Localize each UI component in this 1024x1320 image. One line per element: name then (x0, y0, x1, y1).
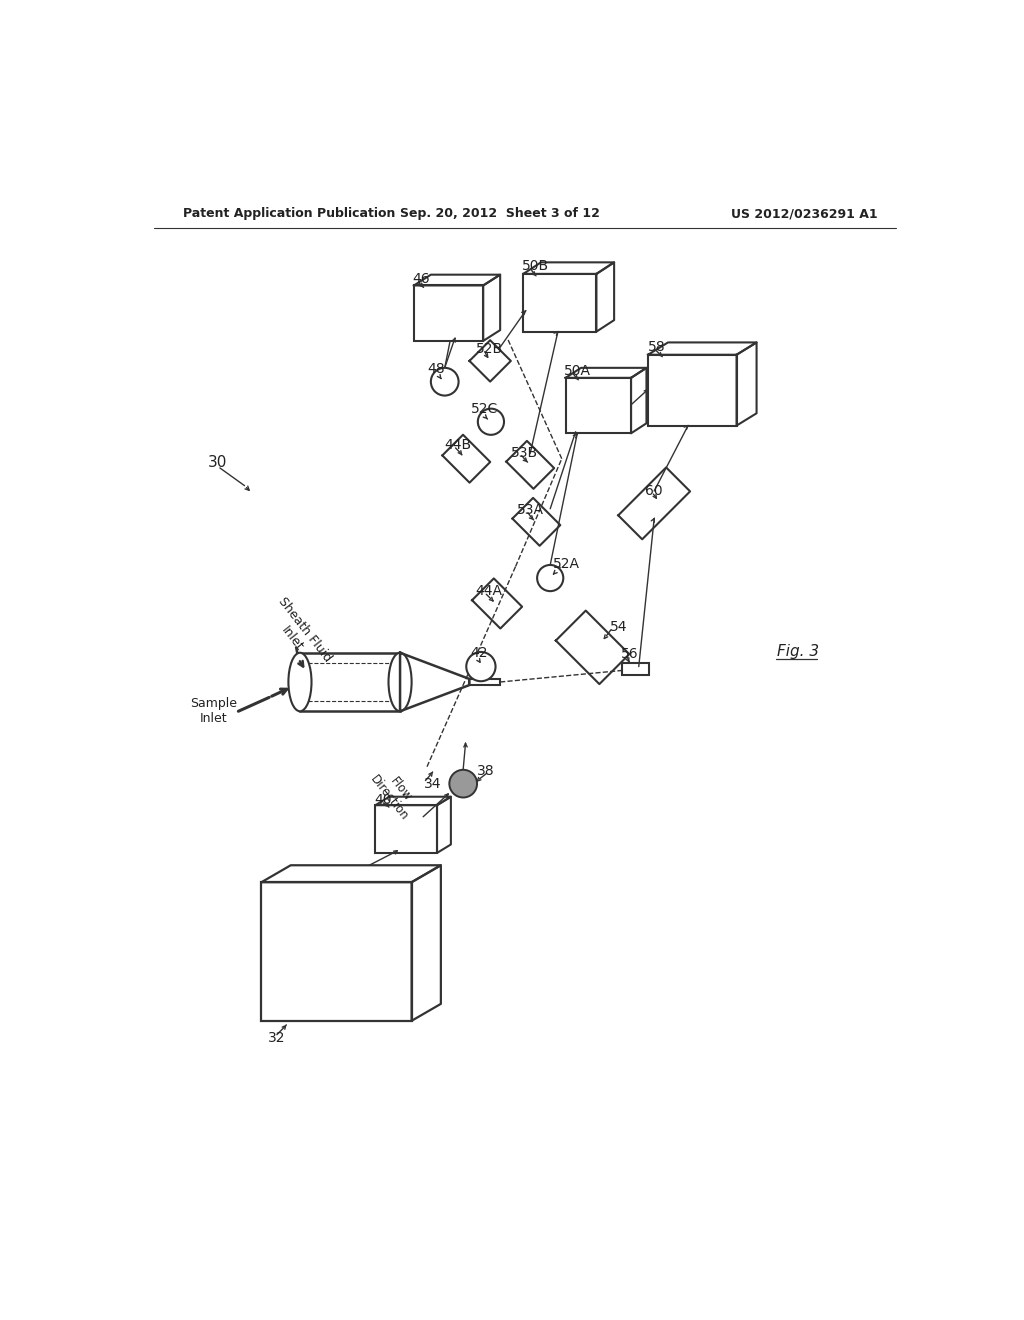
Circle shape (478, 409, 504, 434)
Bar (414, 285, 483, 341)
Text: 53B: 53B (511, 446, 538, 459)
Text: 38: 38 (477, 763, 495, 777)
Text: 52C: 52C (471, 403, 498, 416)
Bar (523, 275, 596, 331)
Text: 34: 34 (424, 777, 441, 792)
Text: 48: 48 (428, 362, 445, 376)
Polygon shape (506, 441, 554, 488)
Text: 42: 42 (470, 645, 487, 660)
Circle shape (466, 652, 496, 681)
Bar (648, 355, 736, 425)
Text: 44A: 44A (475, 585, 503, 598)
Text: 50B: 50B (521, 259, 549, 273)
Text: Sample
Inlet: Sample Inlet (190, 697, 238, 725)
Polygon shape (472, 578, 522, 628)
Circle shape (450, 770, 477, 797)
Text: 46: 46 (413, 272, 430, 286)
Bar (300, 653, 400, 711)
Text: 52A: 52A (553, 557, 580, 572)
Bar (622, 663, 649, 675)
Text: Fig. 3: Fig. 3 (777, 644, 819, 659)
Bar (261, 882, 412, 1020)
Ellipse shape (388, 653, 412, 711)
Polygon shape (618, 467, 690, 540)
Text: Sheath Fluid
Inlet: Sheath Fluid Inlet (263, 595, 334, 673)
Ellipse shape (289, 653, 311, 711)
Bar (565, 378, 631, 433)
Text: 30: 30 (208, 455, 227, 470)
Polygon shape (442, 434, 490, 483)
Bar (376, 805, 437, 853)
Text: US 2012/0236291 A1: US 2012/0236291 A1 (731, 207, 878, 220)
Text: 58: 58 (648, 341, 666, 354)
Text: Flow
Direction: Flow Direction (368, 764, 422, 824)
Text: 40: 40 (374, 793, 391, 807)
Circle shape (431, 368, 459, 396)
Circle shape (538, 565, 563, 591)
Text: 53A: 53A (517, 503, 544, 516)
Text: 52B: 52B (475, 342, 503, 355)
Text: Patent Application Publication: Patent Application Publication (183, 207, 395, 220)
Polygon shape (400, 653, 469, 711)
Text: 44B: 44B (444, 438, 472, 451)
Text: 32: 32 (267, 1031, 285, 1044)
Polygon shape (556, 611, 630, 684)
Text: 50A: 50A (564, 364, 591, 378)
Polygon shape (512, 498, 560, 545)
Text: 60: 60 (645, 484, 663, 498)
Text: 54: 54 (609, 619, 627, 634)
Text: 56: 56 (621, 647, 639, 660)
Text: Sep. 20, 2012  Sheet 3 of 12: Sep. 20, 2012 Sheet 3 of 12 (400, 207, 600, 220)
Bar (469, 678, 500, 685)
Polygon shape (469, 341, 511, 381)
